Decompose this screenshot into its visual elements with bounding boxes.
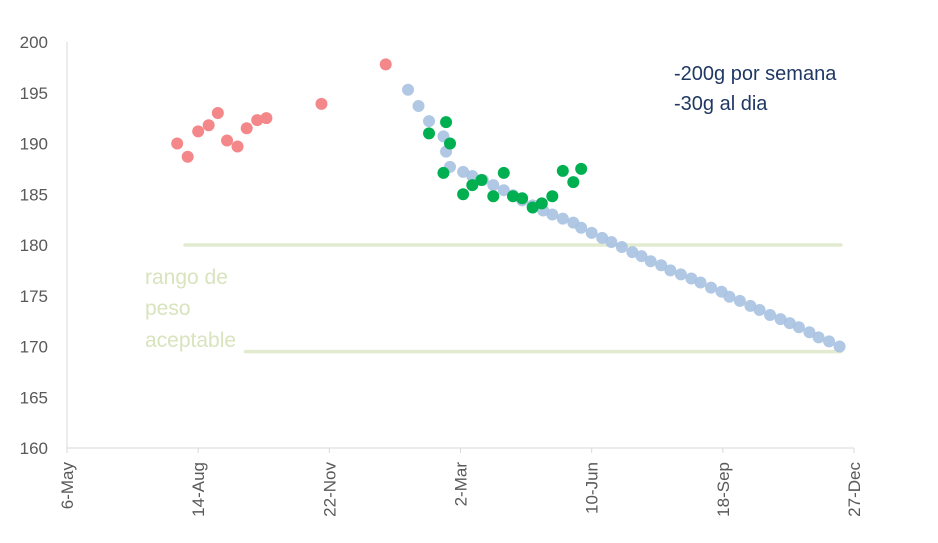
y-tick-label: 170 — [20, 338, 48, 357]
historical-point — [192, 125, 205, 138]
y-tick-label: 185 — [20, 185, 48, 204]
y-tick-label: 195 — [20, 84, 48, 103]
actual-point — [516, 192, 529, 205]
range-label-line3: aceptable — [145, 329, 236, 352]
target-point — [723, 290, 736, 303]
x-tick-label: 10-Jun — [583, 462, 602, 514]
target-point — [635, 250, 648, 263]
actual-point — [423, 127, 436, 140]
annotation-rate-day: -30g al dia — [674, 93, 768, 115]
actual-point — [535, 197, 548, 210]
historical-point — [315, 97, 328, 110]
target-point — [823, 335, 836, 348]
y-tick-label: 160 — [20, 439, 48, 458]
actual-point — [475, 174, 488, 187]
actual-point — [526, 201, 539, 214]
target-point — [556, 212, 569, 225]
actual-point — [466, 179, 479, 192]
x-tick-label: 18-Sep — [714, 462, 733, 517]
actual-point — [506, 190, 519, 203]
y-tick-label: 190 — [20, 135, 48, 154]
target-point — [655, 259, 668, 272]
target-point — [605, 235, 618, 248]
target-point — [733, 294, 746, 307]
target-point — [833, 340, 846, 353]
y-tick-label: 175 — [20, 287, 48, 306]
target-point — [585, 226, 598, 239]
historical-point — [240, 122, 253, 135]
target-point — [596, 231, 609, 244]
actual-point — [444, 137, 457, 150]
target-point — [546, 208, 559, 221]
x-tick-label: 2-Mar — [452, 462, 471, 507]
y-tick-label: 165 — [20, 388, 48, 407]
actual-point — [567, 176, 580, 189]
x-tick-label: 6-May — [58, 462, 77, 510]
historical-point — [211, 107, 224, 120]
target-point — [457, 165, 470, 178]
historical-point — [379, 58, 392, 71]
target-point — [783, 317, 796, 330]
actual-point — [457, 188, 470, 201]
historical-point — [221, 134, 234, 147]
historical-point — [202, 119, 215, 132]
historical-point — [251, 114, 264, 127]
target-point — [792, 321, 805, 334]
historical-point — [171, 137, 184, 150]
historical-point — [181, 150, 194, 163]
y-tick-label: 200 — [20, 33, 48, 52]
target-point — [615, 241, 628, 254]
historical-point — [231, 140, 244, 153]
target-point — [412, 99, 425, 112]
target-point — [402, 83, 415, 96]
x-tick-label: 14-Aug — [189, 462, 208, 517]
target-point — [644, 255, 657, 268]
target-point — [685, 272, 698, 285]
target-point — [694, 276, 707, 289]
target-point — [626, 246, 639, 259]
target-point — [744, 299, 757, 312]
y-tick-label: 180 — [20, 236, 48, 255]
actual-point — [546, 190, 559, 203]
target-point — [497, 184, 510, 197]
target-point — [423, 115, 436, 128]
target-point — [812, 331, 825, 344]
range-label-line2: peso — [145, 297, 191, 320]
target-point — [753, 303, 766, 316]
annotation-rate-week: -200g por semana — [674, 63, 837, 85]
x-tick-label: 22-Nov — [320, 462, 339, 517]
target-point — [664, 264, 677, 277]
target-point — [487, 179, 500, 192]
target-point — [466, 169, 479, 182]
actual-point — [440, 116, 453, 129]
target-point — [705, 281, 718, 294]
actual-point — [497, 166, 510, 179]
actual-point — [437, 166, 450, 179]
range-label-line1: rango de — [145, 266, 228, 289]
actual-point — [487, 190, 500, 203]
x-tick-label: 27-Dec — [845, 462, 864, 517]
target-point — [803, 326, 816, 339]
actual-point — [575, 162, 588, 175]
actual-point — [556, 164, 569, 177]
target-point — [764, 309, 777, 322]
historical-point — [260, 112, 273, 125]
target-point — [774, 313, 787, 326]
target-point — [674, 268, 687, 281]
target-point — [575, 221, 588, 234]
